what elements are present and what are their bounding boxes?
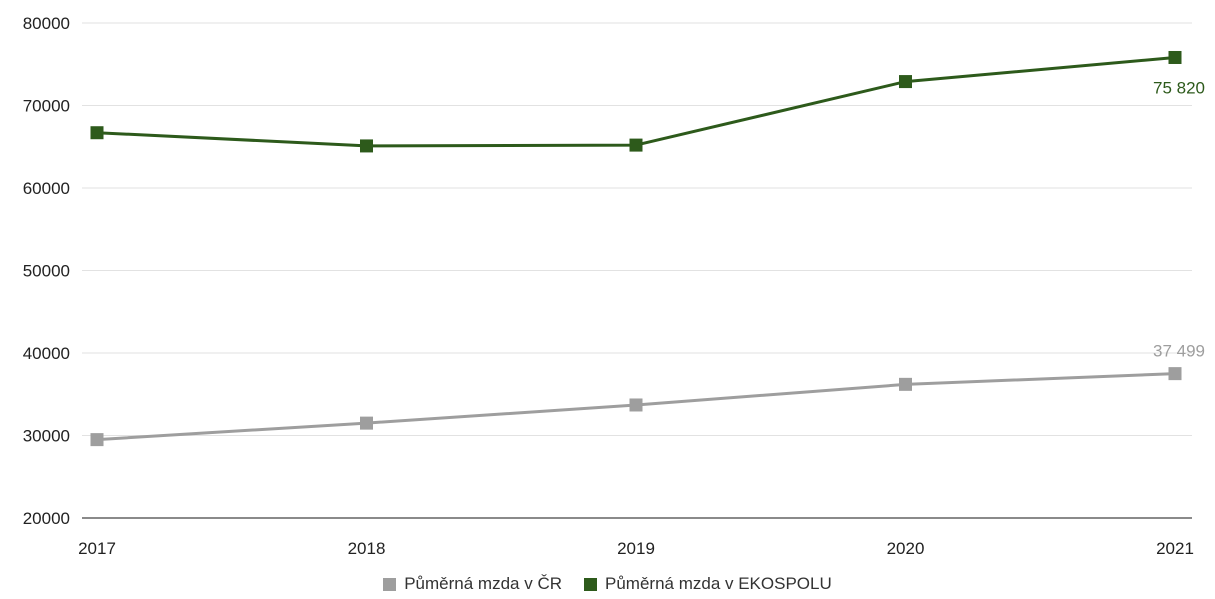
x-tick-label: 2019 [617, 539, 655, 558]
legend-label-ekospol: Půměrná mzda v EKOSPOLU [605, 574, 832, 593]
data-point [899, 75, 912, 89]
series-line [96, 56, 1176, 148]
data-label: 75 820 [1153, 78, 1205, 97]
x-tick-label: 2020 [887, 539, 925, 558]
legend-swatch-ekospol [584, 577, 597, 591]
series-group: 37 499 75 820 [90, 50, 1205, 447]
y-tick-label: 20000 [23, 509, 70, 528]
y-tick-label: 30000 [23, 427, 70, 446]
y-tick-label: 60000 [23, 179, 70, 198]
data-point [629, 138, 643, 152]
y-tick-label: 40000 [23, 344, 70, 363]
legend-item-ekospol: Půměrná mzda v EKOSPOLU [584, 574, 832, 594]
data-point [899, 377, 912, 391]
legend-label-cr: Půměrná mzda v ČR [404, 574, 562, 593]
data-point [90, 433, 104, 447]
y-axis: 20000 30000 40000 50000 60000 70000 80000 [23, 14, 70, 528]
series-1: 75 820 [90, 50, 1205, 153]
data-point [1168, 367, 1182, 381]
data-point [629, 398, 643, 412]
legend-swatch-cr [383, 577, 397, 591]
data-point [360, 416, 373, 430]
legend-item-cr: Půměrná mzda v ČR [383, 574, 562, 594]
data-point [360, 139, 373, 153]
series-0: 37 499 [90, 342, 1205, 447]
x-tick-label: 2021 [1156, 539, 1194, 558]
legend: Půměrná mzda v ČR Půměrná mzda v EKOSPOL… [0, 574, 1215, 594]
y-tick-label: 80000 [23, 14, 70, 33]
y-tick-label: 70000 [23, 97, 70, 116]
x-tick-label: 2018 [348, 539, 386, 558]
data-point [90, 126, 104, 140]
grid-lines [82, 22, 1192, 519]
x-tick-label: 2017 [78, 539, 116, 558]
data-point [1168, 50, 1182, 64]
y-tick-label: 50000 [23, 262, 70, 281]
line-chart: 20000 30000 40000 50000 60000 70000 80000 2017… [23, 14, 1205, 558]
data-label: 37 499 [1153, 342, 1205, 361]
x-axis: 2017 2018 2019 2020 2021 [78, 539, 1194, 558]
